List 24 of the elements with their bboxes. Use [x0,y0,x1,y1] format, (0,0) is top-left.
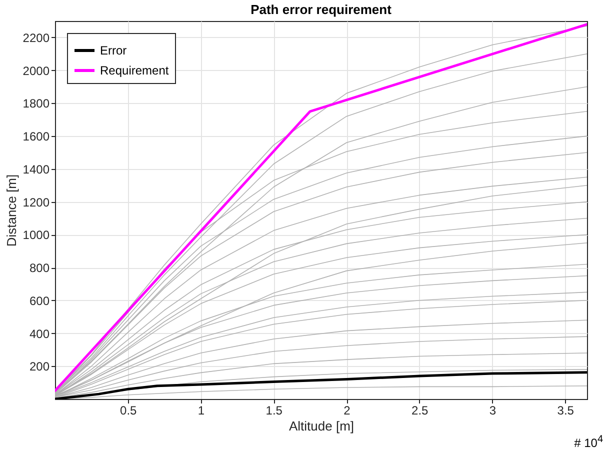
y-tick-label: 1000 [22,228,50,242]
y-tick-label: 600 [29,294,50,308]
y-tick-label: 800 [29,261,50,276]
x-tick-label: 1.5 [266,404,283,418]
x-tick-label: 3 [489,404,496,418]
legend-label: Error [100,44,127,58]
chart-title: Path error requirement [250,2,392,17]
x-tick-label: 3.5 [557,404,574,418]
x-tick-label: 0.5 [120,404,138,418]
y-tick-label: 400 [29,326,50,341]
legend-label: Requirement [100,64,170,78]
y-tick-label: 1800 [22,96,50,111]
text: # 10$^{4}$ [574,434,603,450]
y-tick-label: 1600 [22,130,50,144]
y-tick-label: 1400 [22,162,50,176]
y-axis-title: Distance [m] [4,174,19,247]
y-tick-label: 200 [29,360,50,374]
y-tick-label: 2200 [22,30,50,45]
y-tick-label: 1200 [22,195,50,210]
x-tick-label: 1 [198,404,205,418]
x-tick-label: 2.5 [412,404,429,418]
y-tick-label: 2000 [22,64,50,78]
x-tick-label: 2 [344,404,351,418]
x-axis-title: Altitude [m] [288,418,354,434]
